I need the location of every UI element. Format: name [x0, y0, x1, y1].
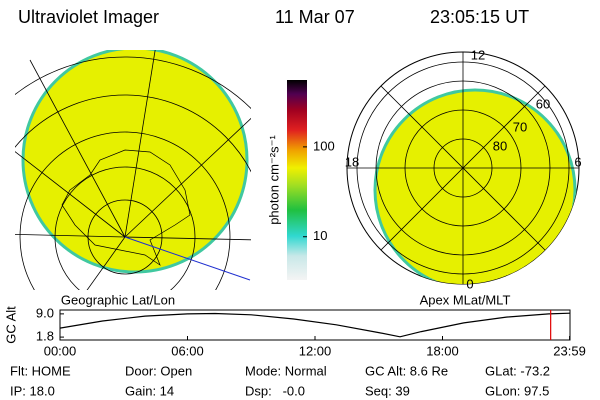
- status-field: Flt: HOME: [10, 363, 71, 378]
- status-field: GLon: 97.5: [485, 383, 549, 398]
- time: 23:05:15 UT: [430, 7, 529, 27]
- polar-map: [346, 51, 580, 285]
- x-tick-label: 06:00: [171, 343, 204, 358]
- polar-label: Apex MLat/MLT: [420, 292, 511, 307]
- x-tick-label: 23:59: [553, 343, 586, 358]
- status-field: Gain: 14: [125, 383, 174, 398]
- status-field: GC Alt: 8.6 Re: [365, 363, 448, 378]
- colorbar-tick-label: 10: [313, 228, 327, 243]
- status-field: Mode: Normal: [245, 363, 327, 378]
- colorbar: [287, 80, 307, 280]
- status-field: Door: Open: [125, 363, 192, 378]
- x-tick-label: 12:00: [299, 343, 332, 358]
- mlt-label: 12: [471, 47, 485, 62]
- altitude-frame: [59, 309, 571, 341]
- status-field: Dsp: -0.0: [245, 383, 305, 398]
- lat-label: 60: [536, 96, 550, 111]
- title: Ultraviolet Imager: [18, 7, 159, 27]
- geo-map: [15, 50, 251, 290]
- status-field: GLat: -73.2: [485, 363, 550, 378]
- altitude-label: GC Alt: [3, 306, 18, 344]
- y-tick-label: 1.8: [36, 329, 54, 344]
- colorbar-tick-label: 100: [313, 138, 335, 153]
- status-field: IP: 18.0: [10, 383, 55, 398]
- status-field: Seq: 39: [365, 383, 410, 398]
- lat-label: 70: [513, 119, 527, 134]
- mlt-label: 18: [345, 154, 359, 169]
- geo-label: Geographic Lat/Lon: [61, 292, 175, 307]
- colorbar-label: photon cm⁻²s⁻¹: [266, 135, 281, 225]
- x-tick-label: 00:00: [44, 343, 77, 358]
- altitude-line: [59, 312, 571, 338]
- mlt-label: 6: [574, 154, 581, 169]
- mlt-label: 0: [466, 276, 473, 291]
- lat-label: 80: [493, 138, 507, 153]
- date: 11 Mar 07: [275, 7, 355, 27]
- x-tick-label: 18:00: [426, 343, 459, 358]
- y-tick-label: 9.0: [36, 305, 54, 320]
